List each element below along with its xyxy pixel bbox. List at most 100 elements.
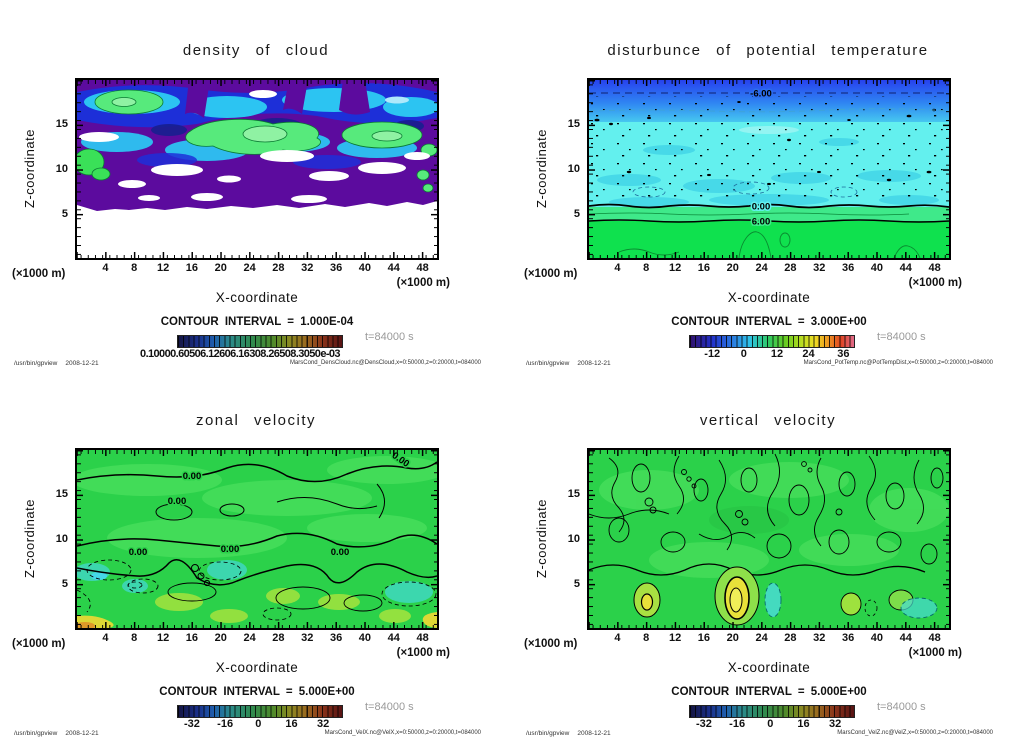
colorbar-labels: -32 -16 0 16 32 (177, 718, 343, 731)
y-tick-label: 5 (61, 208, 68, 220)
time-label: t=84000 s (365, 331, 414, 343)
x-tick-label: 48 (928, 632, 941, 644)
x-tick-label: 20 (726, 632, 739, 644)
x-tick-labels: 4 8 12 16 20 24 28 32 36 40 44 48 (603, 262, 949, 274)
x-tick-label: 16 (697, 632, 711, 644)
y-axis-label: Z-coordinate (22, 499, 37, 579)
x-tick-label: 40 (358, 632, 372, 644)
x-tick-label: 36 (329, 632, 343, 644)
x-tick-labels: 4 8 12 16 20 24 28 32 36 40 44 48 (91, 262, 437, 274)
y-axis-label: Z-coordinate (22, 129, 37, 209)
x-tick-labels: 4 8 12 16 20 24 28 32 36 40 44 48 (603, 632, 949, 644)
y-tick-label: 15 (567, 118, 580, 130)
x-tick-label: 16 (185, 262, 199, 274)
y-unit-label: (×1000 m) (524, 638, 578, 650)
time-label: t=84000 s (877, 331, 926, 343)
x-tick-label: 4 (614, 262, 621, 274)
panel-zonal-velocity: zonal velocity (0, 370, 512, 740)
x-tick-label: 44 (899, 632, 912, 644)
x-tick-label: 8 (131, 632, 138, 644)
x-unit-label: (×1000 m) (908, 647, 962, 659)
x-tick-label: 24 (243, 262, 256, 274)
x-axis-label: X-coordinate (215, 290, 299, 305)
colorbar (177, 705, 343, 718)
time-label: t=84000 s (877, 701, 926, 713)
y-tick-labels: 15 10 5 (556, 450, 582, 628)
y-tick-label: 10 (567, 533, 580, 545)
x-tick-label: 8 (643, 632, 650, 644)
x-tick-label: 32 (813, 262, 826, 274)
x-tick-label: 48 (416, 262, 429, 274)
run-date: 2008-12-21 (577, 730, 611, 737)
zonal-velocity-field: 0.00 0.00 0.00 0.00 0.00 0.00 (77, 450, 437, 628)
colorbar-tick: 0 (767, 718, 774, 730)
colorbar-tick: 36 (837, 348, 850, 360)
x-axis-label: X-coordinate (215, 660, 299, 675)
colorbar-tick: -12 (704, 348, 721, 360)
colorbar-tick: 32 (316, 718, 330, 730)
x-tick-label: 12 (156, 262, 170, 274)
x-tick-label: 24 (755, 262, 768, 274)
footer-dataset: MarsCond_VelZ.nc@VelZ,x=0:50000,z=0:2000… (837, 730, 993, 736)
y-tick-labels: 15 10 5 (44, 450, 70, 628)
colorbar-tick: 16 (285, 718, 298, 730)
colorbar-tick: -32 (183, 718, 200, 730)
run-date: 2008-12-21 (65, 360, 99, 367)
x-tick-label: 48 (928, 262, 941, 274)
x-unit-label: (×1000 m) (908, 277, 962, 289)
x-tick-label: 12 (668, 262, 682, 274)
x-tick-label: 4 (614, 632, 621, 644)
x-tick-label: 44 (387, 262, 400, 274)
footer-command: /usr/bin/gpview 2008-12-21 (14, 730, 99, 737)
x-tick-label: 44 (899, 262, 912, 274)
x-tick-label: 40 (358, 262, 372, 274)
colorbar-tick: 24 (802, 348, 815, 360)
x-tick-label: 28 (784, 632, 797, 644)
run-date: 2008-12-21 (577, 360, 611, 367)
plot-area: 0.00 0.00 0.00 0.00 0.00 0.00 (75, 448, 439, 630)
x-tick-label: 48 (416, 632, 429, 644)
y-tick-label: 5 (61, 578, 68, 590)
panel-title: density of cloud (182, 42, 330, 59)
colorbar-labels: 0.10000.60506.12606.16308.26508.3050e-03 (140, 348, 340, 360)
footer-command: /usr/bin/gpview 2008-12-21 (526, 360, 611, 367)
contour-label: 0.00 (183, 471, 202, 482)
panel-vertical-velocity: vertical velocity (512, 370, 1024, 740)
command-path: /usr/bin/gpview (14, 360, 58, 367)
colorbar-labels: -32 -16 0 16 32 (689, 718, 855, 731)
y-tick-label: 15 (55, 118, 68, 130)
panel-potential-temperature: disturbunce of potential temperature (512, 0, 1024, 370)
x-tick-label: 32 (813, 632, 826, 644)
x-tick-label: 32 (301, 262, 314, 274)
potential-temperature-field: -6.00 0.00 6.00 (589, 80, 949, 258)
panel-title: zonal velocity (195, 412, 317, 429)
y-tick-labels: 15 10 5 (44, 80, 70, 258)
x-tick-label: 4 (102, 632, 109, 644)
run-date: 2008-12-21 (65, 730, 99, 737)
command-path: /usr/bin/gpview (14, 730, 58, 737)
colorbar-tick: 12 (770, 348, 784, 360)
x-tick-label: 20 (214, 262, 227, 274)
footer-dataset: MarsCond_VelX.nc@VelX,x=0:50000,z=0:2000… (324, 730, 481, 736)
y-axis-label: Z-coordinate (534, 129, 549, 209)
contour-interval-label: CONTOUR INTERVAL = 5.000E+00 (159, 686, 355, 698)
x-tick-label: 16 (697, 262, 711, 274)
footer-dataset: MarsCond_DensCloud.nc@DensCloud,x=0:5000… (289, 360, 481, 366)
colorbar-tick: -16 (729, 718, 746, 730)
footer-command: /usr/bin/gpview 2008-12-21 (14, 360, 99, 367)
x-axis-label: X-coordinate (727, 660, 811, 675)
y-tick-label: 5 (573, 578, 580, 590)
x-tick-label: 8 (131, 262, 138, 274)
plot-area (75, 78, 439, 260)
x-tick-label: 12 (668, 632, 682, 644)
colorbar-labels: -12 0 12 24 36 (689, 348, 855, 361)
footer-command: /usr/bin/gpview 2008-12-21 (526, 730, 611, 737)
x-unit-label: (×1000 m) (396, 647, 450, 659)
panel-title: vertical velocity (699, 412, 837, 429)
contour-interval-label: CONTOUR INTERVAL = 1.000E-04 (160, 316, 354, 328)
x-unit-label: (×1000 m) (396, 277, 450, 289)
contour-label: 6.00 (752, 217, 771, 228)
command-path: /usr/bin/gpview (526, 730, 570, 737)
x-tick-label: 40 (870, 262, 884, 274)
y-unit-label: (×1000 m) (12, 638, 66, 650)
